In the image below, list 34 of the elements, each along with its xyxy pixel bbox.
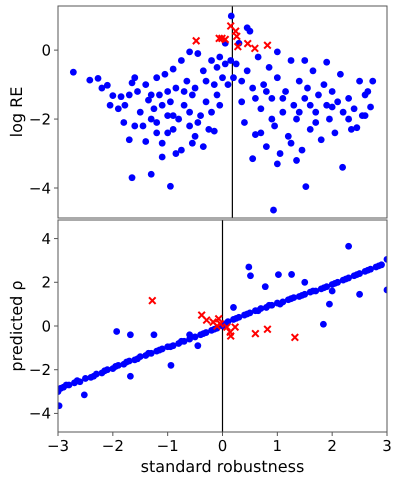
y-tick-label: −4 [28,179,51,198]
point [226,22,236,30]
point [232,32,242,41]
x-tick-label: −2 [102,437,124,455]
y-tick-label: −2 [28,360,51,379]
point [231,26,240,36]
x-tick-label: −1 [156,437,179,455]
point [290,333,300,342]
point [218,34,226,43]
y-tick-label: 4 [41,230,51,248]
point [192,36,200,46]
x-tick-label: 1 [272,437,282,455]
point [263,41,272,50]
point [226,328,234,336]
y-tick-label: 0 [41,317,51,336]
point [234,42,242,51]
x-tick-label: 0 [218,437,228,455]
point [148,296,157,305]
y-axis-title: log RE [7,86,26,138]
x-tick-label: 2 [327,437,337,455]
x-axis-title: standard robustness [140,457,304,476]
point [226,332,236,340]
y-tick-label: −4 [28,404,51,423]
point [243,39,252,48]
point [197,310,206,320]
y-tick-label: −2 [28,110,51,128]
x-tick-label: 3 [382,437,392,455]
y-tick-label: 0 [41,41,51,60]
point [250,44,260,53]
y-axis-title: predicted ρ [7,280,26,372]
point [251,329,260,338]
x-tick-label: −3 [46,437,70,455]
y-tick-label: 2 [41,274,51,292]
point [263,324,272,334]
